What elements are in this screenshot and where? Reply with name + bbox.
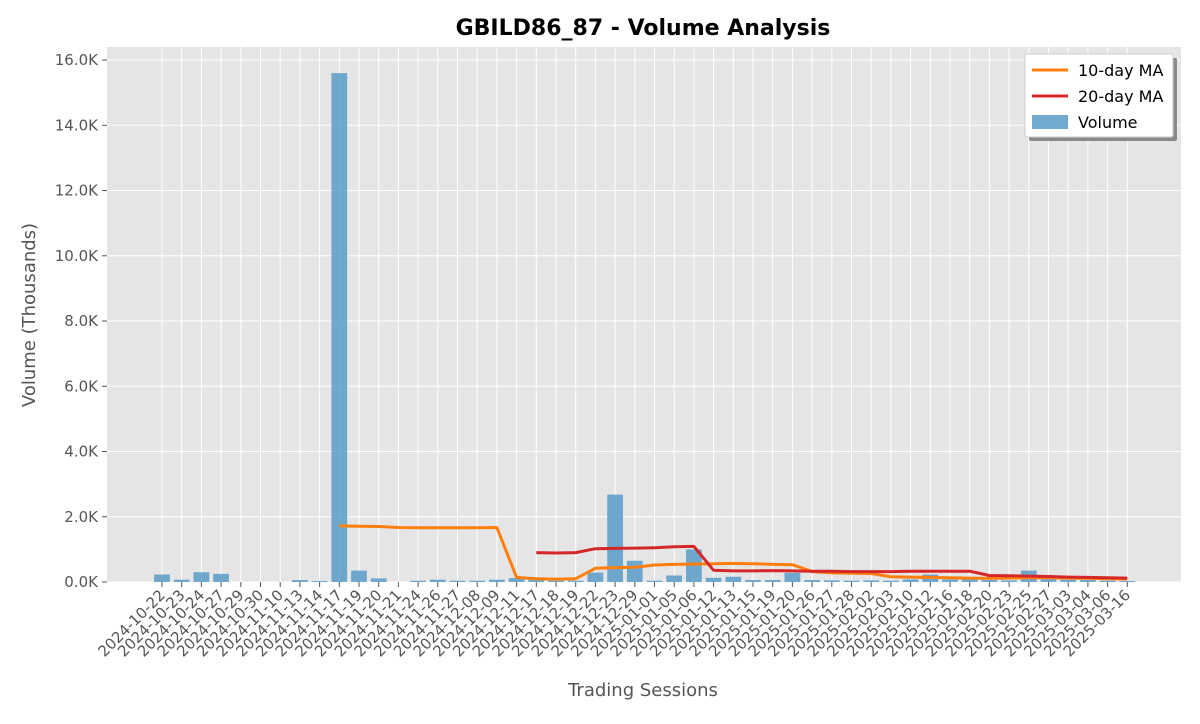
volume-bar (607, 494, 623, 582)
legend-label: 20-day MA (1078, 87, 1163, 106)
volume-bar (705, 577, 722, 582)
volume-bar (1060, 579, 1077, 582)
volume-bar (961, 579, 978, 582)
volume-bar (548, 580, 564, 582)
volume-bar (193, 572, 210, 582)
y-tick-label: 6.0K (64, 377, 99, 395)
volume-bar (764, 580, 781, 582)
volume-bar (784, 572, 801, 582)
volume-bar (351, 570, 367, 582)
legend-label: 10-day MA (1078, 61, 1163, 80)
volume-bar (1099, 580, 1116, 582)
volume-bar (489, 579, 505, 582)
x-tick-layer: 2024-10-222024-10-232024-10-242024-10-27… (94, 582, 1134, 660)
volume-bar (567, 580, 584, 582)
plot-area (107, 47, 1181, 582)
volume-bar (823, 580, 840, 582)
legend: 10-day MA 20-day MA Volume (1024, 53, 1177, 141)
volume-bar (981, 580, 998, 582)
volume-bar (843, 580, 860, 582)
legend-swatch-bar (1032, 115, 1068, 129)
volume-bar (745, 580, 761, 582)
volume-bar (883, 580, 899, 582)
volume-bar (508, 578, 525, 582)
volume-bar (1080, 580, 1096, 582)
volume-bar (942, 579, 958, 582)
y-tick-label: 14.0K (55, 116, 99, 134)
volume-bar (370, 578, 387, 582)
volume-bar (804, 580, 820, 582)
volume-bar (154, 574, 170, 582)
y-tick-label: 2.0K (64, 508, 99, 526)
y-tick-label: 16.0K (55, 51, 99, 69)
y-tick-label: 10.0K (55, 247, 99, 265)
x-axis-label: Trading Sessions (567, 680, 718, 701)
y-tick-label: 0.0K (64, 573, 99, 591)
y-tick-label: 12.0K (55, 182, 99, 200)
y-tick-label: 4.0K (64, 443, 99, 461)
volume-bar (646, 580, 663, 582)
volume-bar (626, 560, 643, 582)
volume-bar (429, 579, 446, 582)
volume-bar (331, 73, 348, 582)
volume-bar (1040, 578, 1057, 582)
volume-bar (292, 580, 308, 582)
y-axis-label: Volume (Thousands) (19, 223, 40, 407)
line-layer (339, 524, 1128, 581)
volume-bar (173, 579, 190, 582)
ma-line-10-day-ma (339, 524, 1128, 581)
grid-layer (107, 47, 1181, 583)
y-tick-layer: 0.0K 2.0K 4.0K 6.0K 8.0K 10.0K 12.0K 14.0K 16.0K (55, 51, 107, 591)
ma-line-20-day-ma (536, 544, 1128, 580)
volume-bar (469, 580, 486, 582)
volume-bar (863, 580, 880, 582)
volume-bar (449, 580, 466, 582)
volume-bar (528, 579, 545, 582)
legend-label: Volume (1078, 113, 1138, 132)
volume-bar (666, 575, 683, 582)
volume-bar (902, 579, 919, 582)
y-tick-label: 8.0K (64, 312, 99, 330)
volume-bar (213, 573, 229, 582)
volume-bar (410, 580, 426, 582)
volume-bar (725, 576, 742, 582)
volume-bar (311, 581, 328, 582)
volume-bar (1001, 580, 1017, 582)
volume-bar (1119, 581, 1136, 582)
volume-bar (686, 549, 702, 582)
volume-bar (587, 572, 604, 582)
chart-title: GBILD86_87 - Volume Analysis (456, 16, 831, 41)
